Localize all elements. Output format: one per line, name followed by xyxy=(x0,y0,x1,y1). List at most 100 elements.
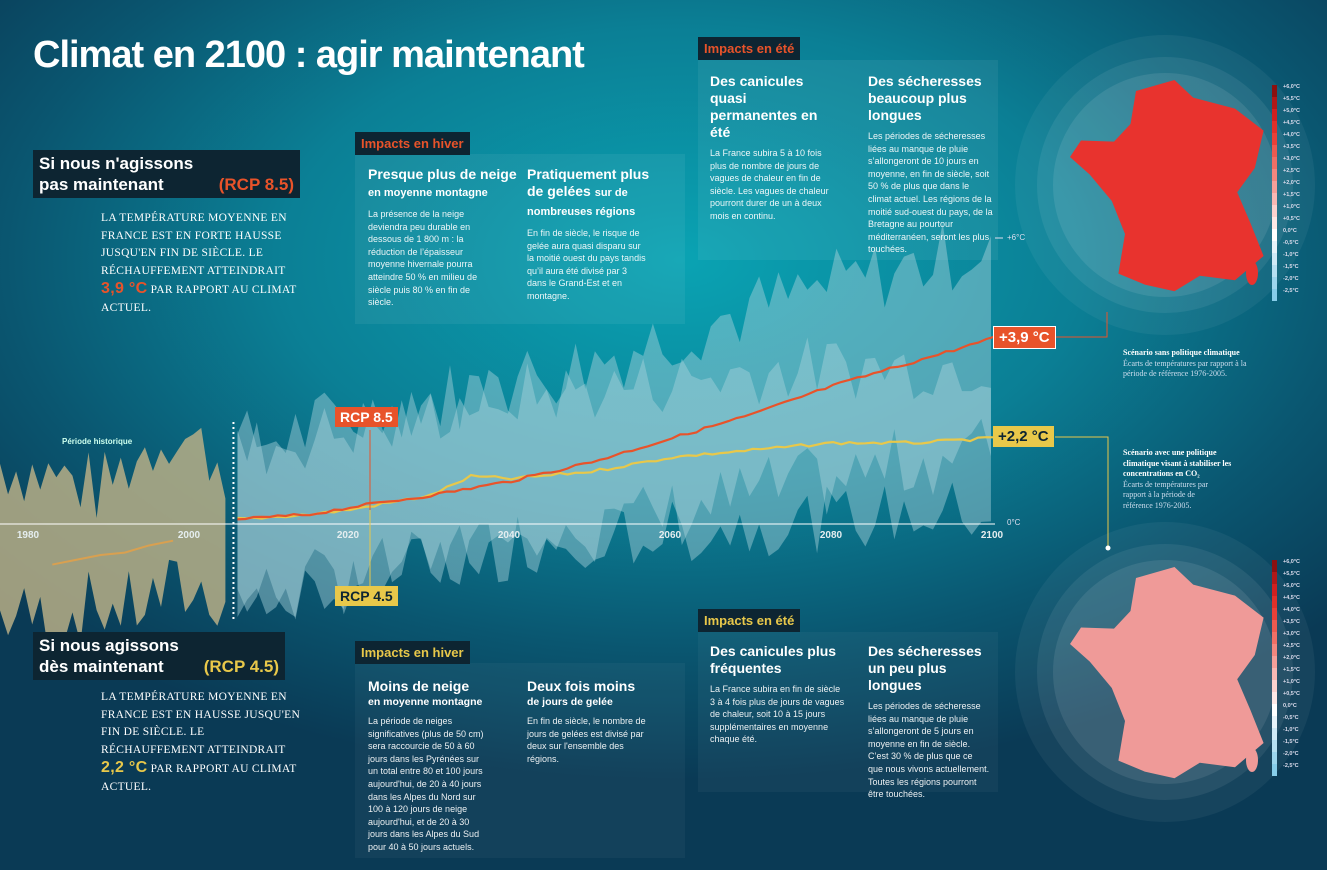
colorbar-high-swatch xyxy=(1272,97,1277,109)
x-tick: 2080 xyxy=(819,530,843,541)
colorbar-high-tick: +5,5°C xyxy=(1283,96,1300,102)
scenario-low-heading: Si nous agissons dès maintenant (RCP 4.5… xyxy=(33,632,285,680)
note-title: Scénario avec une politique climatique v… xyxy=(1123,448,1232,478)
impact-drought-low: Des sécheresses un peu plus longues Les … xyxy=(868,643,998,801)
text: La température moyenne en France est en … xyxy=(101,691,301,756)
note-caption: Écarts de températures par rapport à la … xyxy=(1123,358,1247,379)
colorbar-low-tick: -2,5°C xyxy=(1283,763,1299,769)
text: La France subira en fin de siècle 3 à 4 … xyxy=(710,684,845,745)
colorbar-high-swatch xyxy=(1272,121,1277,133)
high-summer-panel xyxy=(698,60,998,260)
rcp45-map-connector xyxy=(1055,436,1109,548)
colorbar-low-tick: +3,0°C xyxy=(1283,631,1300,637)
colorbar-high-tick: +0,5°C xyxy=(1283,216,1300,222)
text: par rapport au climat actuel. xyxy=(101,284,297,314)
historical-period-label: Période historique xyxy=(62,437,133,446)
map-france-low-corsica xyxy=(1246,748,1258,772)
colorbar-high-swatch xyxy=(1272,229,1277,241)
colorbar-high-tick: 0,0°C xyxy=(1283,228,1297,234)
colorbar-high-swatch xyxy=(1272,241,1277,253)
title: Deux fois moins xyxy=(527,678,636,694)
colorbar-low-tick: +4,0°C xyxy=(1283,607,1300,613)
colorbar-high-tick: +1,5°C xyxy=(1283,192,1300,198)
text: La température moyenne en France est en … xyxy=(101,212,287,277)
heading-text: Si nous n'agissons pas maintenant xyxy=(39,154,194,194)
subtitle: en moyenne montagne xyxy=(368,187,488,199)
colorbar-low-tick: +1,5°C xyxy=(1283,667,1300,673)
colorbar-low-tick: +5,5°C xyxy=(1283,571,1300,577)
y-tick-6: +6°C xyxy=(1007,233,1026,242)
scenario-high-heading: Si nous n'agissons pas maintenant (RCP 8… xyxy=(33,150,300,198)
colorbar-high-swatch xyxy=(1272,133,1277,145)
colorbar-high-tick: -1,0°C xyxy=(1283,252,1299,258)
colorbar-high-tick: -2,0°C xyxy=(1283,276,1299,282)
title: Des canicules quasi permanentes en été xyxy=(710,73,818,140)
colorbar-low-tick: 0,0°C xyxy=(1283,703,1297,709)
impact-heatwave-low: Des canicules plus fréquentes La France … xyxy=(710,643,845,746)
high-winter-tag: Impacts en hiver xyxy=(355,132,470,155)
low-summer-tag: Impacts en été xyxy=(698,609,801,632)
colorbar-high-swatch xyxy=(1272,85,1277,97)
impact-frost-low: Deux fois moins de jours de gelée En fin… xyxy=(527,678,677,765)
x-tick: 2020 xyxy=(336,530,360,541)
low-summer-panel xyxy=(698,632,998,792)
colorbar-low-swatch xyxy=(1272,572,1277,584)
colorbar-low-tick: +0,5°C xyxy=(1283,691,1300,697)
subtitle: sur de nombreuses régions xyxy=(527,187,636,218)
rcp85-label: RCP 8.5 xyxy=(335,407,398,427)
rcp45-end-value: +2,2 °C xyxy=(993,426,1054,447)
colorbar-low-swatch xyxy=(1272,752,1277,764)
text: La période de neiges significatives (plu… xyxy=(368,716,484,852)
x-tick: 2000 xyxy=(177,530,201,541)
rcp85-median-line xyxy=(237,335,995,521)
colorbar-low-swatch xyxy=(1272,680,1277,692)
title: Des sécheresses un peu plus longues xyxy=(868,643,982,693)
colorbar-high-tick: +6,0°C xyxy=(1283,84,1300,90)
colorbar-high-swatch xyxy=(1272,169,1277,181)
low-winter-panel xyxy=(355,663,685,858)
warming-value: 2,2 °C xyxy=(101,759,148,776)
scenario-low-text: La température moyenne en France est en … xyxy=(101,689,301,796)
colorbar-low-swatch xyxy=(1272,560,1277,572)
text: par rapport au climat actuel. xyxy=(101,763,297,793)
impact-snow-high: Presque plus de neige en moyenne montagn… xyxy=(368,166,518,309)
text: En fin de siècle, le nombre de jours de … xyxy=(527,716,646,764)
colorbar-high-swatch xyxy=(1272,181,1277,193)
colorbar-low-swatch xyxy=(1272,644,1277,656)
colorbar-low-tick: +6,0°C xyxy=(1283,559,1300,565)
map-france-high xyxy=(1070,80,1264,292)
historical-band xyxy=(0,427,226,652)
low-winter-tag: Impacts en hiver xyxy=(355,641,470,664)
rcp45-band xyxy=(237,337,991,620)
map-low-note: Scénario avec une politique climatique v… xyxy=(1123,448,1323,511)
colorbar-high-tick: -1,5°C xyxy=(1283,264,1299,270)
colorbar-high-swatch xyxy=(1272,193,1277,205)
high-summer-tag: Impacts en été xyxy=(698,37,801,60)
colorbar-high-tick: +1,0°C xyxy=(1283,204,1300,210)
colorbar-high-tick: -0,5°C xyxy=(1283,240,1299,246)
colorbar-low-tick: +2,5°C xyxy=(1283,643,1300,649)
x-tick: 2060 xyxy=(658,530,682,541)
colorbar-high-tick: +5,0°C xyxy=(1283,108,1300,114)
map-high-note: Scénario sans politique climatique Écart… xyxy=(1123,348,1323,380)
rcp85-band xyxy=(237,222,991,617)
colorbar-low-tick: -1,5°C xyxy=(1283,739,1299,745)
colorbar-high-swatch xyxy=(1272,265,1277,277)
impact-heatwave-high: Des canicules quasi permanentes en été L… xyxy=(710,73,840,223)
colorbar-low-swatch xyxy=(1272,692,1277,704)
colorbar-low-tick: +2,0°C xyxy=(1283,655,1300,661)
colorbar-high-swatch xyxy=(1272,205,1277,217)
scenario-high-text: La température moyenne en France est en … xyxy=(101,210,301,317)
colorbar-low-tick: +5,0°C xyxy=(1283,583,1300,589)
colorbar-low-swatch xyxy=(1272,668,1277,680)
rcp85-map-connector xyxy=(1055,312,1108,338)
colorbar-low-swatch xyxy=(1272,704,1277,716)
text: Les périodes de sécheresses liées au man… xyxy=(868,131,993,255)
colorbar-high-tick: +3,5°C xyxy=(1283,144,1300,150)
historical-median-line xyxy=(52,539,174,566)
colorbar-high-tick: -2,5°C xyxy=(1283,288,1299,294)
subtitle: de jours de gelée xyxy=(527,696,613,708)
colorbar-high-swatch xyxy=(1272,157,1277,169)
colorbar-low-swatch xyxy=(1272,608,1277,620)
colorbar-low-tick: -0,5°C xyxy=(1283,715,1299,721)
